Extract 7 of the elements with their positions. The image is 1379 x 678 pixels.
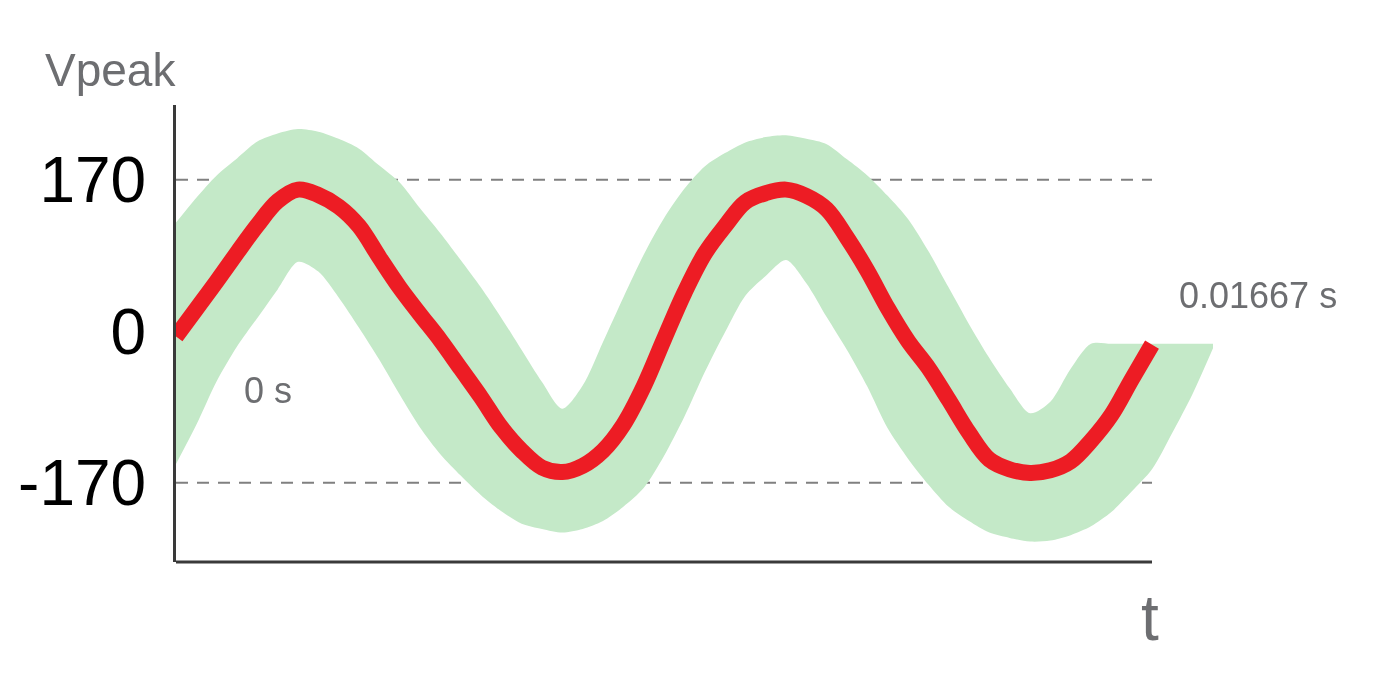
y-tick-label: -170 — [18, 447, 147, 520]
annotation: 0.01667 s — [1179, 275, 1338, 316]
y-tick-label: 170 — [39, 144, 147, 217]
annotation: 0 s — [244, 370, 293, 411]
y-axis-title: Vpeak — [45, 44, 177, 96]
x-axis-title: t — [1141, 582, 1159, 654]
y-tick-label: 0 — [110, 295, 147, 368]
